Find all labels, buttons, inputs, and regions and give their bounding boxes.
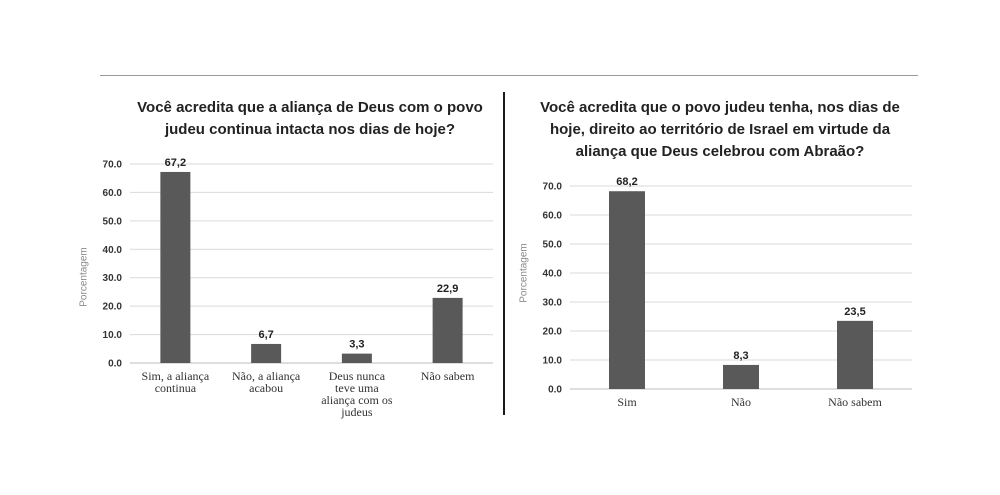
- y-tick-label: 40.0: [543, 269, 563, 280]
- category-label: Não sabem: [828, 395, 882, 409]
- data-label: 22,9: [437, 283, 458, 295]
- chart-title-left: Você acredita que a aliança de Deus com …: [137, 99, 483, 138]
- category-label: Sim, a aliança: [142, 369, 210, 383]
- category-label: continua: [155, 381, 197, 395]
- data-label: 23,5: [844, 306, 865, 318]
- bar: [160, 171, 191, 363]
- data-label: 68,2: [616, 176, 637, 188]
- top-rule: [100, 75, 918, 76]
- y-tick-label: 30.0: [543, 298, 563, 309]
- y-tick-label: 40.0: [103, 245, 123, 256]
- category-label: Sim: [617, 395, 637, 409]
- bar: [723, 364, 759, 389]
- category-label: Não sabem: [421, 369, 475, 383]
- chart-divider: [503, 92, 505, 415]
- category-label: Não, a aliança: [232, 369, 301, 383]
- data-label: 8,3: [733, 350, 748, 362]
- y-tick-label: 20.0: [103, 302, 123, 313]
- category-label: aliança com os: [321, 393, 393, 407]
- y-tick-label: 10.0: [103, 330, 123, 341]
- category-label: teve uma: [335, 381, 379, 395]
- bar: [251, 343, 282, 363]
- chart-title-right: Você acredita que o povo judeu tenha, no…: [540, 99, 900, 160]
- category-label: Não: [731, 395, 751, 409]
- y-tick-label: 50.0: [103, 216, 123, 227]
- category-label: judeus: [340, 405, 373, 419]
- bar: [341, 353, 372, 363]
- y-tick-label: 20.0: [543, 327, 563, 338]
- data-label: 67,2: [165, 157, 186, 169]
- bar: [837, 320, 873, 389]
- y-tick-label: 50.0: [543, 240, 563, 251]
- data-label: 3,3: [349, 339, 364, 351]
- y-tick-label: 70.0: [103, 160, 123, 171]
- y-tick-label: 0.0: [548, 385, 562, 396]
- bar: [609, 191, 645, 389]
- y-tick-label: 30.0: [103, 273, 123, 284]
- y-tick-label: 60.0: [103, 188, 123, 199]
- bar: [432, 297, 463, 363]
- y-tick-label: 10.0: [543, 356, 563, 367]
- category-label: Deus nunca: [329, 369, 386, 383]
- y-tick-label: 60.0: [543, 211, 563, 222]
- category-label: acabou: [249, 381, 283, 395]
- data-label: 6,7: [258, 329, 273, 341]
- y-tick-label: 0.0: [108, 359, 122, 370]
- y-tick-label: 70.0: [543, 182, 563, 193]
